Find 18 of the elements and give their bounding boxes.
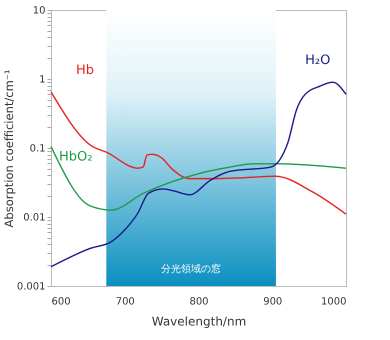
y-tick-label: 10 (32, 6, 46, 16)
x-tick-label: 1000 (321, 296, 346, 308)
band-label: 分光領域の窓 (161, 263, 222, 275)
y-tick-label: 1 (39, 74, 46, 86)
x-tick-label: 900 (263, 296, 282, 308)
y-tick-label: 0.01 (23, 212, 46, 224)
x-tick-label: 600 (52, 296, 71, 308)
series-label: H₂O (305, 53, 330, 68)
y-tick-label: 0.001 (16, 282, 46, 292)
x-tick-label: 700 (116, 296, 135, 308)
x-axis-title: Wavelength/nm (152, 314, 246, 328)
x-tick-label: 800 (189, 296, 209, 308)
text: Hb (76, 62, 94, 78)
line-series (50, 146, 347, 211)
y-axis-title: Absorption coefficient/cm⁻¹ (2, 70, 16, 228)
line-series (50, 91, 347, 215)
series-label: HbO₂ (59, 150, 92, 165)
y-tick-label: 0.1 (30, 144, 46, 154)
